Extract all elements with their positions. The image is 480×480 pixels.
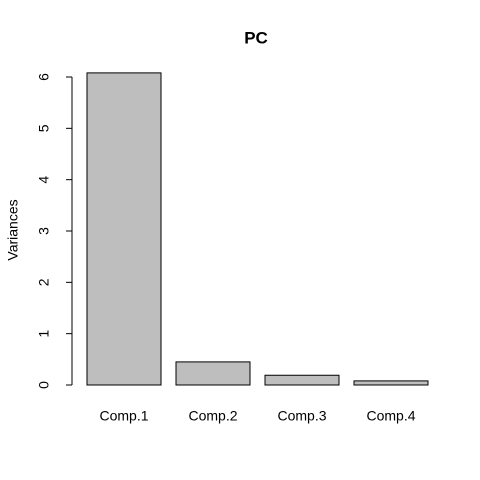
y-tick-label: 1 [36,330,52,338]
y-tick-label: 6 [36,73,52,81]
x-tick-label: Comp.3 [277,408,326,424]
bar [86,72,162,386]
y-tick-label: 2 [36,278,52,286]
x-tick-label: Comp.1 [99,408,148,424]
x-tick-label: Comp.4 [366,408,415,424]
y-tick-label: 4 [36,176,52,184]
y-tick-label: 0 [36,381,52,389]
x-tick-label: Comp.2 [188,408,237,424]
y-tick-label: 3 [36,227,52,235]
bar [264,374,340,386]
y-axis-label: Variances [5,199,21,260]
y-tick-label: 5 [36,124,52,132]
bar [353,380,429,386]
chart-title: PC [244,28,268,47]
bar [175,361,251,386]
